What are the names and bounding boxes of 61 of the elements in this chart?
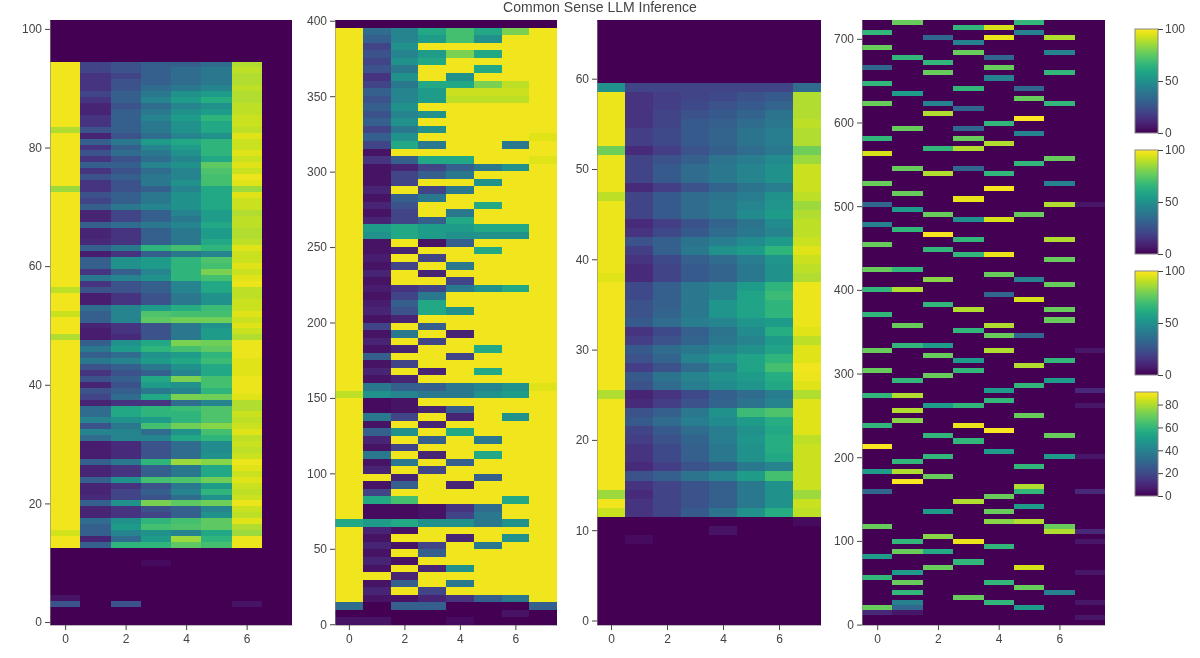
color-bar-label: 40 xyxy=(1165,443,1179,458)
x-tick-label: 0 xyxy=(346,631,354,646)
y-tick-label: 20 xyxy=(575,433,590,448)
y-tick-label: 100 xyxy=(306,466,328,481)
x-tick-label: 4 xyxy=(457,631,465,646)
color-bar-label: 50 xyxy=(1165,74,1179,89)
y-tick-label: 40 xyxy=(575,252,590,267)
y-tick-label: 60 xyxy=(28,259,43,274)
x-tick-label: 2 xyxy=(664,631,672,646)
y-tick-label: 80 xyxy=(28,140,43,155)
y-tick-label: 600 xyxy=(833,115,855,130)
color-bar-label: 0 xyxy=(1165,126,1172,141)
color-bar-label: 50 xyxy=(1165,316,1179,331)
color-bar-label: 100 xyxy=(1165,22,1186,37)
y-tick-label: 0 xyxy=(320,617,328,632)
x-tick-label: 4 xyxy=(720,631,728,646)
x-tick-label: 0 xyxy=(608,631,616,646)
x-tick-label: 2 xyxy=(935,631,943,646)
x-tick-label: 2 xyxy=(401,631,409,646)
x-tick-label: 4 xyxy=(995,631,1003,646)
x-tick-label: 2 xyxy=(122,631,130,646)
x-tick-label: 6 xyxy=(512,631,520,646)
y-tick-label: 60 xyxy=(575,72,590,87)
color-bar-label: 100 xyxy=(1165,264,1186,279)
color-bar-label: 0 xyxy=(1165,489,1172,504)
x-tick-label: 6 xyxy=(776,631,784,646)
y-tick-label: 300 xyxy=(833,366,855,381)
color-bar-label: 60 xyxy=(1165,420,1179,435)
y-tick-label: 0 xyxy=(582,613,590,628)
y-tick-label: 40 xyxy=(28,378,43,393)
x-tick-label: 4 xyxy=(183,631,191,646)
y-tick-label: 350 xyxy=(306,89,328,104)
color-bar-label: 0 xyxy=(1165,368,1172,383)
y-tick-label: 700 xyxy=(833,32,855,47)
x-tick-label: 0 xyxy=(62,631,70,646)
y-tick-label: 300 xyxy=(306,164,328,179)
y-tick-label: 400 xyxy=(306,14,328,29)
y-tick-label: 400 xyxy=(833,283,855,298)
color-bar-label: 80 xyxy=(1165,397,1179,412)
color-bar-label: 0 xyxy=(1165,247,1172,262)
y-tick-label: 10 xyxy=(575,523,590,538)
x-tick-label: 6 xyxy=(1056,631,1064,646)
y-tick-label: 50 xyxy=(313,542,328,557)
y-tick-label: 20 xyxy=(28,496,43,511)
color-bar-label: 100 xyxy=(1165,143,1186,158)
chart-title: Common Sense LLM Inference xyxy=(503,0,698,15)
y-tick-label: 150 xyxy=(306,391,328,406)
color-bar-label: 20 xyxy=(1165,466,1179,481)
y-tick-label: 500 xyxy=(833,199,855,214)
y-tick-label: 50 xyxy=(575,162,590,177)
y-tick-label: 0 xyxy=(35,615,43,630)
x-tick-label: 0 xyxy=(874,631,882,646)
y-tick-label: 30 xyxy=(575,342,590,357)
y-tick-label: 200 xyxy=(833,450,855,465)
y-tick-label: 0 xyxy=(847,617,855,632)
x-tick-label: 6 xyxy=(243,631,251,646)
color-bar-label: 50 xyxy=(1165,195,1179,210)
y-tick-label: 100 xyxy=(21,22,43,37)
y-tick-label: 100 xyxy=(833,534,855,549)
y-tick-label: 200 xyxy=(306,315,328,330)
y-tick-label: 250 xyxy=(306,240,328,255)
